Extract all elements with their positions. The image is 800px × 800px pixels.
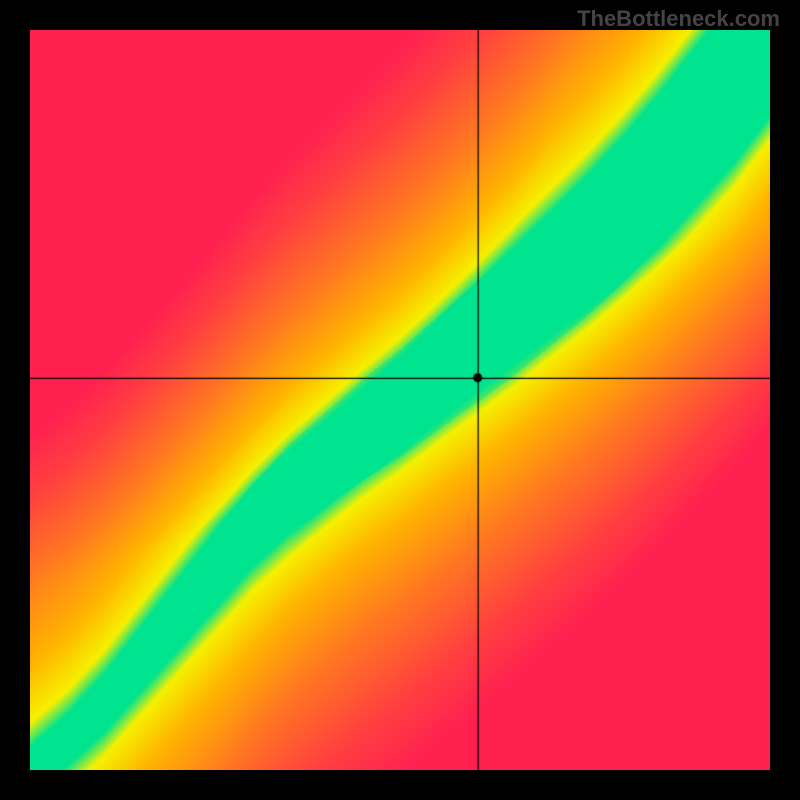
bottleneck-heatmap xyxy=(30,30,770,770)
plot-container xyxy=(30,30,770,770)
watermark: TheBottleneck.com xyxy=(577,6,780,32)
